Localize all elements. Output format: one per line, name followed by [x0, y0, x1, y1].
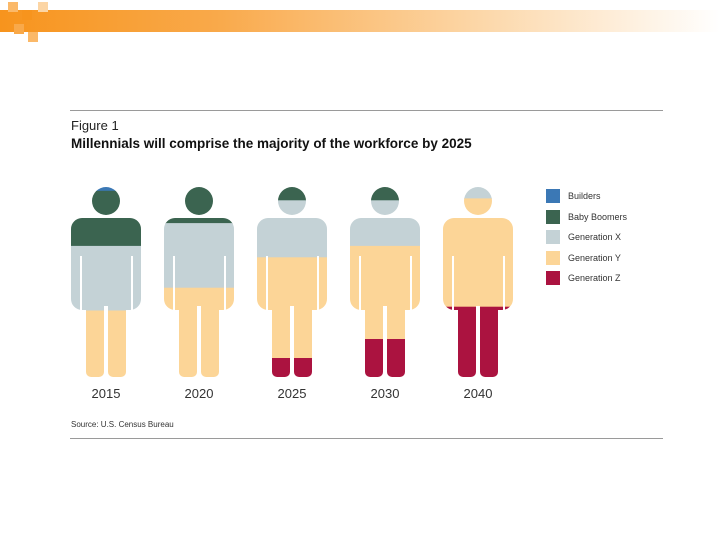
legend-item-generation-z: Generation Z [546, 268, 627, 289]
segment-baby-boomers-2030 [350, 187, 420, 201]
year-label-2025: 2025 [278, 386, 307, 401]
header-gradient-bar [0, 10, 720, 32]
decor-square [38, 2, 48, 12]
arm-separator [410, 256, 412, 316]
leg-separator [197, 306, 201, 378]
segment-generation-x-2030 [350, 200, 420, 247]
segment-baby-boomers-2015 [71, 190, 141, 247]
year-label-2030: 2030 [371, 386, 400, 401]
bottom-rule [70, 438, 663, 439]
arm-separator [173, 256, 175, 316]
year-label-2020: 2020 [185, 386, 214, 401]
decor-square [28, 32, 38, 42]
arm-separator [224, 256, 226, 316]
year-label-2040: 2040 [464, 386, 493, 401]
legend-label: Builders [568, 191, 601, 202]
arm-separator [131, 256, 133, 316]
arm-separator [359, 256, 361, 316]
arm-separator [317, 256, 319, 316]
leg-separator [383, 306, 387, 378]
segment-builders-2015 [71, 187, 141, 192]
decor-square [8, 2, 18, 12]
arm-separator [266, 256, 268, 316]
arm-separator [452, 256, 454, 316]
chart-title: Millennials will comprise the majority o… [71, 136, 472, 151]
chart-legend: Builders Baby Boomers Generation X Gener… [546, 186, 627, 289]
segment-generation-y-2040 [443, 198, 513, 308]
segment-generation-x-2040 [443, 187, 513, 199]
legend-swatch [546, 230, 560, 245]
year-label-2015: 2015 [92, 386, 121, 401]
legend-swatch [546, 250, 560, 265]
legend-swatch [546, 209, 560, 224]
legend-label: Generation Y [568, 252, 621, 263]
decor-square [14, 24, 24, 34]
leg-separator [476, 306, 480, 378]
legend-swatch [546, 271, 560, 286]
top-rule [70, 110, 663, 111]
decor-square [22, 10, 32, 20]
legend-swatch [546, 189, 560, 204]
segment-generation-x-2020 [164, 223, 234, 289]
legend-label: Generation X [568, 232, 622, 243]
legend-item-generation-y: Generation Y [546, 248, 627, 269]
arm-separator [503, 256, 505, 316]
segment-baby-boomers-2020 [164, 187, 234, 224]
legend-label: Generation Z [568, 273, 621, 284]
figure-label: Figure 1 [71, 118, 119, 133]
legend-item-generation-x: Generation X [546, 227, 627, 248]
arm-separator [80, 256, 82, 316]
legend-label: Baby Boomers [568, 211, 628, 222]
legend-item-builders: Builders [546, 186, 627, 207]
leg-separator [290, 306, 294, 378]
source-note: Source: U.S. Census Bureau [71, 420, 174, 429]
leg-separator [104, 306, 108, 378]
legend-item-baby-boomers: Baby Boomers [546, 207, 627, 228]
segment-generation-x-2025 [257, 200, 327, 258]
segment-generation-x-2015 [71, 245, 141, 312]
segment-baby-boomers-2025 [257, 187, 327, 201]
